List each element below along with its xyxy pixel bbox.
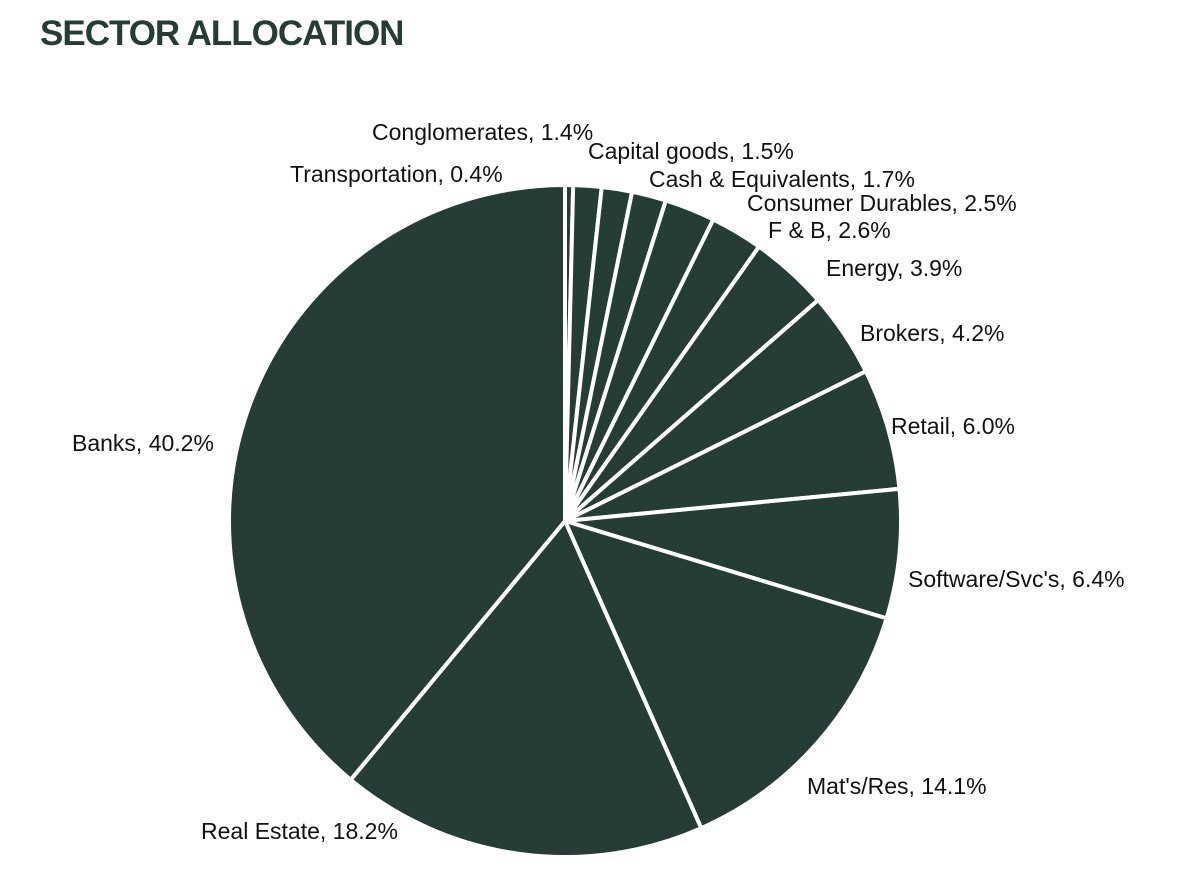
pie-slice-banks bbox=[227, 183, 567, 782]
slice-label-banks: Banks, 40.2% bbox=[72, 430, 214, 456]
slice-label-retail: Retail, 6.0% bbox=[891, 413, 1015, 439]
pie-slices bbox=[227, 183, 903, 859]
pie-slice-real-estate bbox=[348, 519, 704, 859]
chart-title: SECTOR ALLOCATION bbox=[40, 14, 404, 53]
slice-label-energy: Energy, 3.9% bbox=[826, 255, 962, 281]
slice-label-mat-s-res: Mat's/Res, 14.1% bbox=[807, 773, 987, 799]
slice-label-consumer-durables: Consumer Durables, 2.5% bbox=[747, 190, 1017, 216]
pie-slice-software-svc-s bbox=[563, 486, 903, 621]
slice-label-capital-goods: Capital goods, 1.5% bbox=[588, 138, 794, 164]
pie-slice-mat-s-res bbox=[563, 519, 889, 831]
pie-slice-retail bbox=[563, 369, 902, 523]
slice-label-transportation: Transportation, 0.4% bbox=[290, 161, 503, 187]
pie-labels: Transportation, 0.4%Conglomerates, 1.4%C… bbox=[72, 119, 1125, 844]
slice-label-brokers: Brokers, 4.2% bbox=[860, 320, 1004, 346]
slice-label-real-estate: Real Estate, 18.2% bbox=[201, 818, 398, 844]
slice-label-f-and-b: F & B, 2.6% bbox=[768, 217, 891, 243]
slice-label-software-svc-s: Software/Svc's, 6.4% bbox=[908, 566, 1125, 592]
slice-label-conglomerates: Conglomerates, 1.4% bbox=[372, 119, 593, 145]
slice-label-cash-and-equivalents: Cash & Equivalents, 1.7% bbox=[649, 166, 915, 192]
